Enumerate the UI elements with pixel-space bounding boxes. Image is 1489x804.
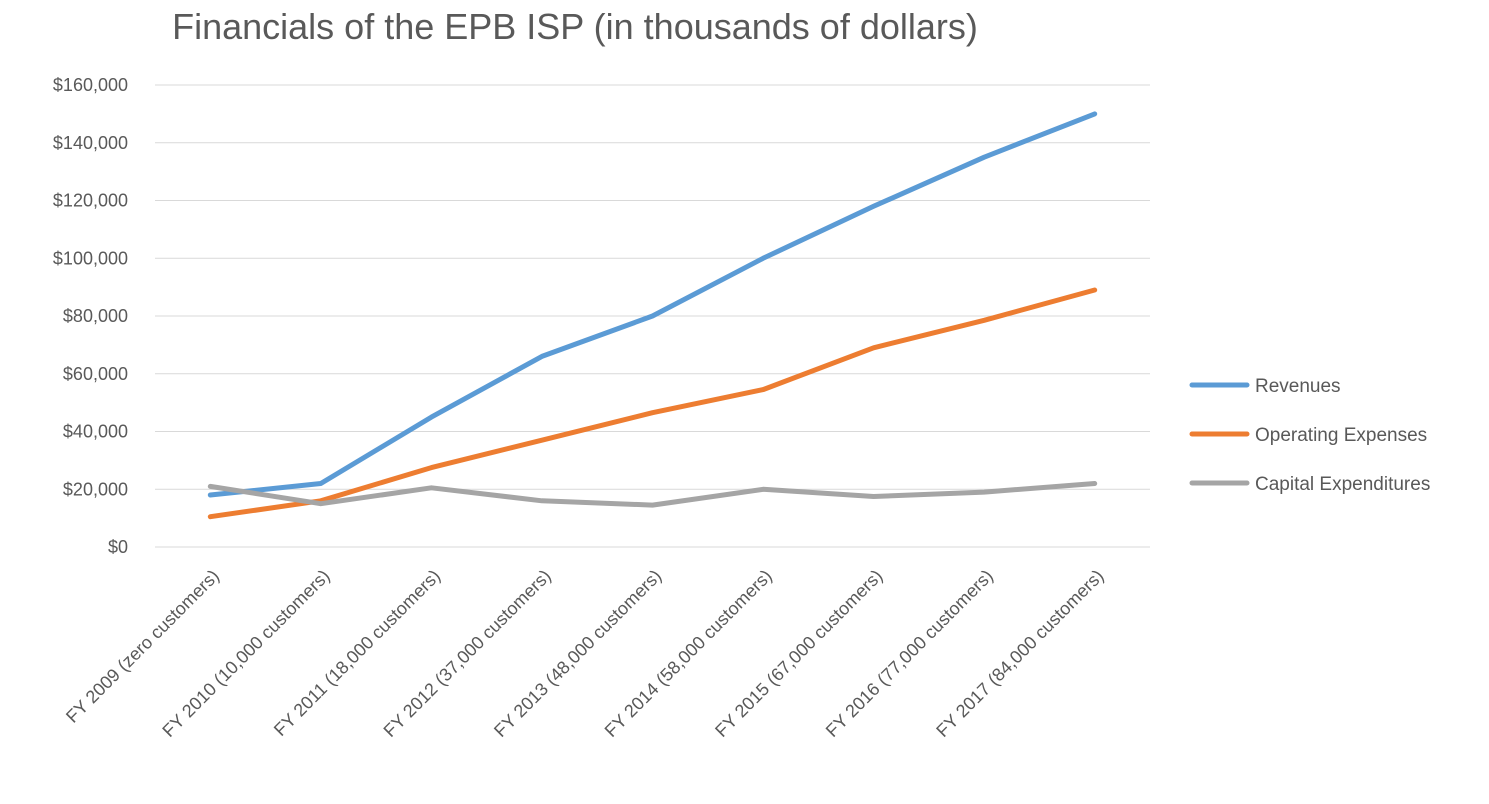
series-line-revenues bbox=[207, 111, 1098, 498]
series-lines bbox=[207, 111, 1098, 520]
y-tick-label: $0 bbox=[108, 537, 128, 557]
gridlines bbox=[155, 84, 1150, 548]
y-tick-label: $160,000 bbox=[53, 75, 128, 95]
y-tick-label: $60,000 bbox=[63, 364, 128, 384]
y-tick-label: $120,000 bbox=[53, 191, 128, 211]
legend-label-operating-expenses: Operating Expenses bbox=[1255, 425, 1427, 446]
y-tick-label: $140,000 bbox=[53, 133, 128, 153]
legend: Revenues Operating Expenses Capital Expend… bbox=[1189, 376, 1430, 495]
y-tick-label: $40,000 bbox=[63, 422, 128, 442]
series-line-operating-expenses bbox=[207, 287, 1098, 520]
y-tick-label: $100,000 bbox=[53, 248, 128, 268]
legend-label-revenues: Revenues bbox=[1255, 376, 1341, 397]
y-axis-ticks: $0 $20,000 $40,000 $60,000 $80,000 $100,000 $1… bbox=[53, 75, 128, 557]
legend-label-capital-expenditures: Capital Expenditures bbox=[1255, 474, 1430, 495]
x-axis-ticks: FY 2009 (zero customers)FY 2010 (10,000 … bbox=[62, 566, 1107, 741]
series-line-capital-expenditures bbox=[207, 481, 1098, 508]
y-tick-label: $20,000 bbox=[63, 479, 128, 499]
chart-title: Financials of the EPB ISP (in thousands … bbox=[172, 6, 978, 47]
y-tick-label: $80,000 bbox=[63, 306, 128, 326]
